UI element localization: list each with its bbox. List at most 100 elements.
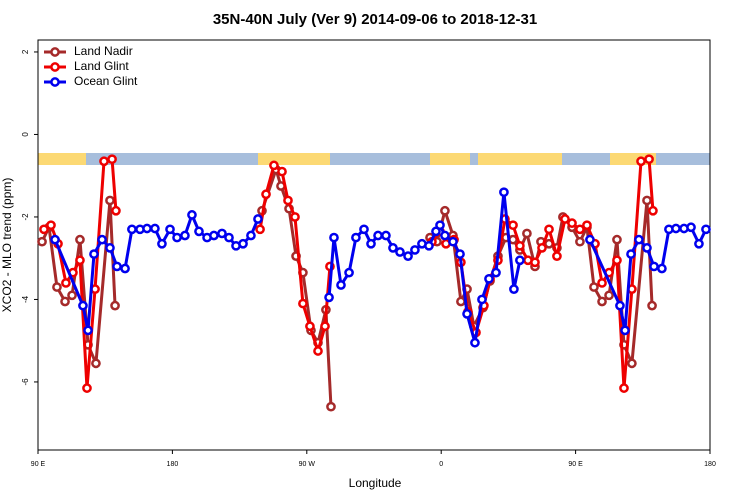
plot-frame [37,39,711,451]
data-point [165,224,175,235]
data-point [424,240,434,251]
data-point [50,234,60,245]
data-point [381,230,391,241]
data-point [320,321,330,332]
data-point [127,224,137,235]
data-point [395,247,405,257]
data-point [462,309,472,319]
data-point [537,243,547,253]
data-point [456,296,466,307]
data-point [440,230,450,241]
data-point [60,296,70,307]
data-point [515,240,525,251]
legend-label: Ocean Glint [74,74,138,88]
data-point [99,156,109,167]
data-point [269,160,279,171]
data-point [448,236,458,247]
data-point [172,232,182,243]
data-point [359,224,369,235]
data-point [217,228,227,239]
data-point [403,251,413,261]
data-point [290,212,300,222]
data-point [604,290,614,301]
data-point [82,383,92,393]
data-point [648,205,658,216]
data-point [142,223,152,234]
data-point [52,282,62,292]
data-point [499,187,509,198]
data-point [67,290,77,301]
data-point [701,224,711,235]
data-point [366,238,376,249]
data-point [671,223,681,234]
data-point [373,230,383,241]
x-axis-label: Longitude [349,476,402,490]
data-point [644,154,654,165]
data-point [75,234,85,245]
data-point [589,282,599,292]
data-point [253,214,263,224]
y-tick-label: -4 [21,295,30,303]
y-tick-label: 2 [21,49,30,54]
data-point [91,358,101,369]
data-point [509,284,519,294]
data-point [634,234,644,245]
legend-marker [50,62,60,72]
land-band [258,153,330,165]
data-point [626,249,636,259]
data-point [97,234,107,245]
data-point [105,195,115,206]
data-point [410,245,420,255]
data-point [567,218,577,228]
data-point [575,236,585,247]
land-band [478,153,562,165]
data-point [238,238,248,249]
data-point [326,401,336,412]
data-point [324,292,334,303]
data-point [255,224,265,235]
data-point [530,257,540,268]
data-point [157,238,167,249]
data-point [112,261,122,272]
data-point [552,251,562,261]
data-point [544,224,554,235]
data-point [477,294,487,305]
data-point [78,300,88,311]
x-tick-label: 180 [167,461,179,468]
data-point [455,249,465,259]
data-point [515,255,525,266]
data-point [344,267,354,278]
x-tick-label: 90 E [568,461,583,468]
data-point [657,263,667,274]
data-point [305,321,315,332]
data-point [298,298,308,309]
data-point [89,249,99,259]
data-point [75,255,85,266]
data-point [61,278,71,288]
data-point [484,273,494,284]
data-point [597,296,607,307]
data-point [470,337,480,348]
data-point [107,154,117,165]
y-tick-label: 0 [21,132,30,137]
y-axis-label: XCO2 - MLO trend (ppm) [0,178,14,313]
legend-marker [50,77,60,87]
data-point [612,234,622,245]
land-ocean-band [38,153,710,165]
data-point [150,223,160,234]
data-point [261,189,271,200]
data-point [111,205,121,216]
data-point [37,236,47,247]
data-point [585,234,595,245]
x-tick-label: 90 E [31,461,46,468]
data-point [642,243,652,253]
data-point [582,220,592,231]
data-point [560,214,570,224]
data-point [508,220,518,231]
data-point [575,224,585,235]
series-line [53,190,708,345]
x-tick-label: 180 [704,461,716,468]
data-point [647,300,657,311]
